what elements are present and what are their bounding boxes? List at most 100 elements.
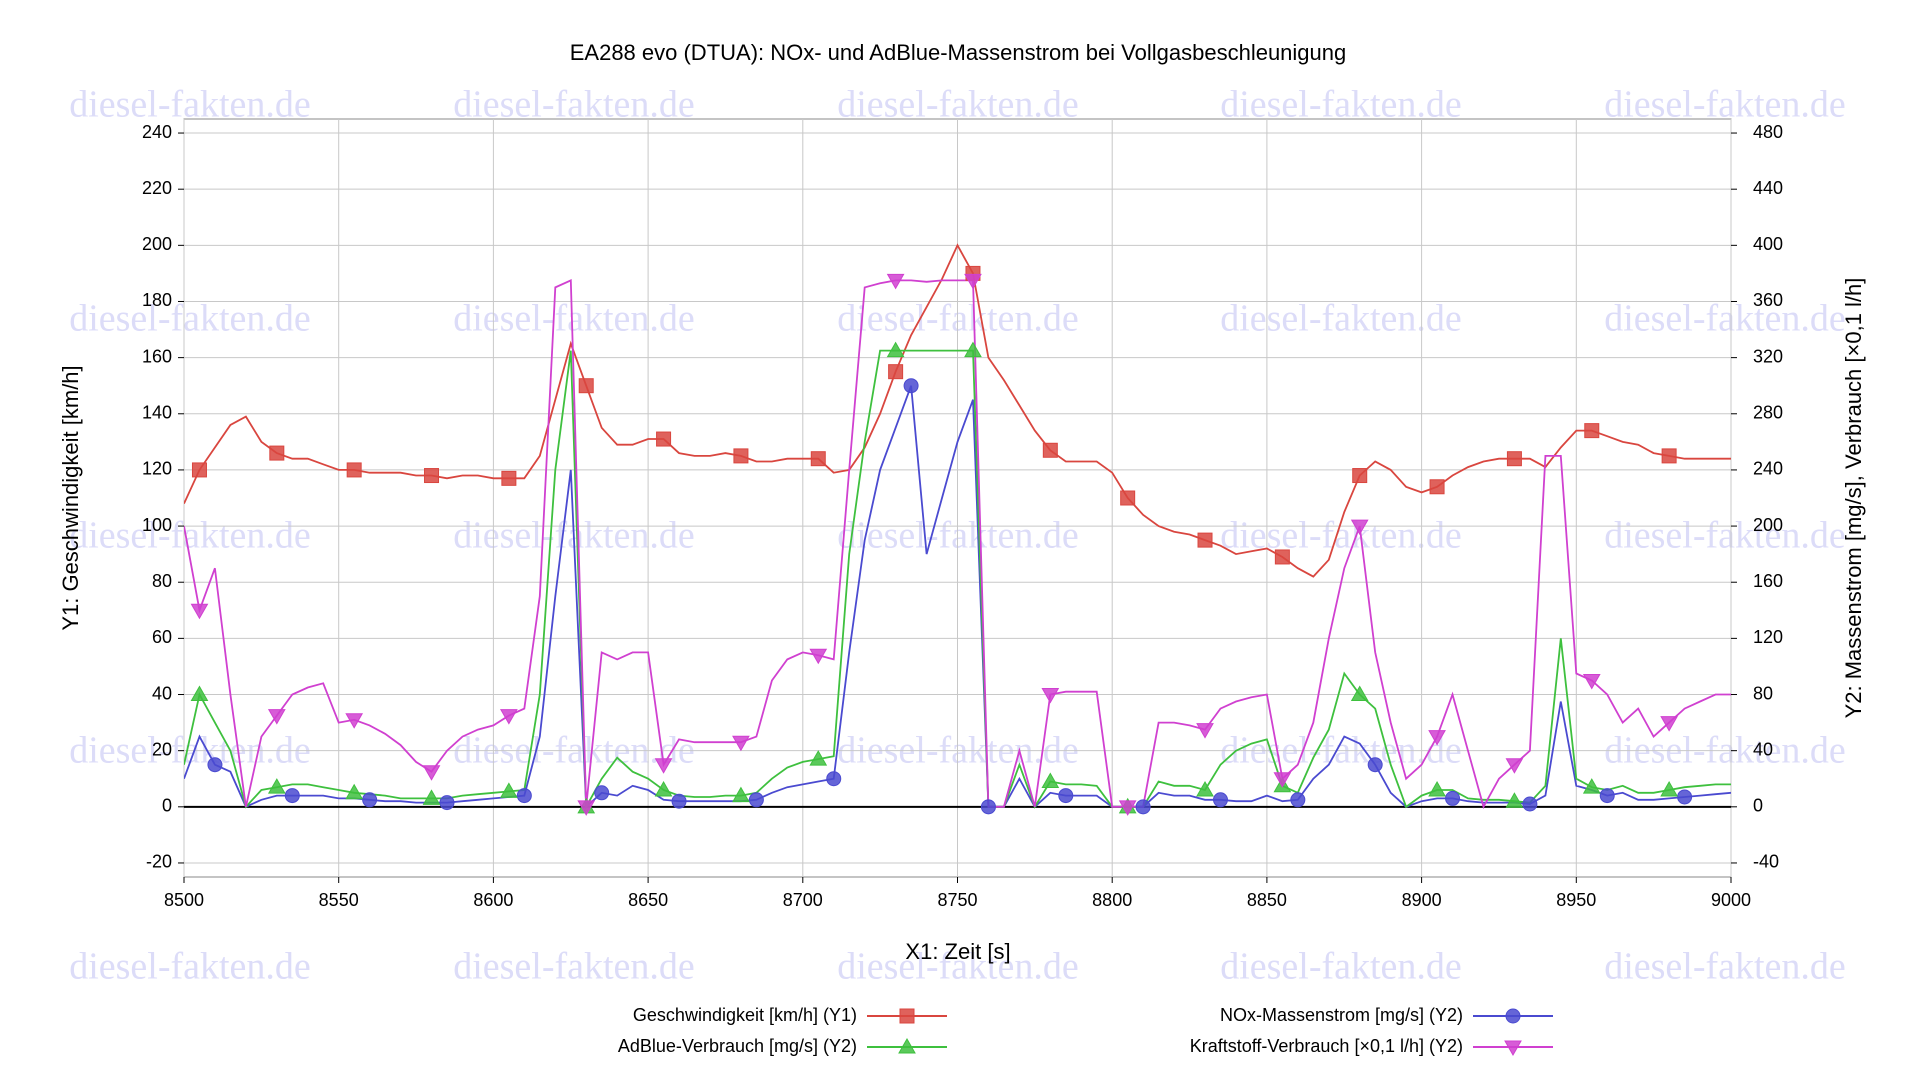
marker xyxy=(732,735,750,752)
chart-title: EA288 evo (DTUA): NOx- und AdBlue-Massen… xyxy=(570,40,1347,65)
legend-label: AdBlue-Verbrauch [mg/s] (Y2) xyxy=(618,1036,857,1056)
x-tick-label: 8850 xyxy=(1247,890,1287,910)
y-tick-label: 240 xyxy=(142,122,172,142)
marker xyxy=(826,771,842,787)
y2-tick-label: 80 xyxy=(1753,683,1773,703)
marker xyxy=(1584,423,1600,439)
legend-label: Geschwindigkeit [km/h] (Y1) xyxy=(633,1005,857,1025)
x-tick-label: 8950 xyxy=(1556,890,1596,910)
y2-tick-label: 40 xyxy=(1753,739,1773,759)
watermark: diesel-fakten.de xyxy=(69,298,311,340)
y2-tick-label: 480 xyxy=(1753,122,1783,142)
marker xyxy=(1212,792,1228,808)
series-line xyxy=(184,279,1731,810)
marker xyxy=(284,788,300,804)
y-tick-label: -20 xyxy=(146,852,172,872)
y-tick-label: 0 xyxy=(162,796,172,816)
marker xyxy=(1120,490,1136,506)
marker xyxy=(267,778,286,794)
y-tick-label: 160 xyxy=(142,346,172,366)
marker xyxy=(1350,685,1369,702)
marker xyxy=(1350,519,1369,536)
marker xyxy=(1290,792,1306,808)
marker xyxy=(964,341,982,358)
watermark: diesel-fakten.de xyxy=(69,84,311,126)
y2-tick-label: 160 xyxy=(1753,571,1783,591)
marker xyxy=(810,451,826,467)
marker xyxy=(886,341,905,358)
watermark: diesel-fakten.de xyxy=(1220,946,1462,988)
watermark: diesel-fakten.de xyxy=(1604,515,1846,557)
watermark: diesel-fakten.de xyxy=(453,298,695,340)
marker xyxy=(1505,758,1524,774)
marker xyxy=(1352,468,1368,484)
y-tick-label: 40 xyxy=(152,683,172,703)
y-tick-label: 200 xyxy=(142,234,172,254)
marker xyxy=(1505,1008,1521,1024)
watermark: diesel-fakten.de xyxy=(453,84,695,126)
marker xyxy=(501,470,517,486)
marker xyxy=(1661,448,1677,464)
marker xyxy=(1197,532,1213,548)
marker xyxy=(654,780,673,797)
y2-tick-label: 440 xyxy=(1753,178,1783,198)
marker xyxy=(898,1037,916,1054)
y-tick-label: 100 xyxy=(142,515,172,535)
x-tick-label: 9000 xyxy=(1711,890,1751,910)
watermark: diesel-fakten.de xyxy=(1220,84,1462,126)
marker xyxy=(1582,778,1601,794)
x-axis-label: X1: Zeit [s] xyxy=(905,939,1010,964)
y2-tick-label: 240 xyxy=(1753,459,1783,479)
y2-tick-label: -40 xyxy=(1753,852,1779,872)
watermark: diesel-fakten.de xyxy=(1604,298,1846,340)
marker xyxy=(903,378,919,394)
x-tick-label: 8900 xyxy=(1402,890,1442,910)
marker xyxy=(578,378,594,394)
marker xyxy=(1274,549,1290,565)
watermark: diesel-fakten.de xyxy=(1220,298,1462,340)
marker xyxy=(1058,788,1074,804)
y-tick-label: 80 xyxy=(152,571,172,591)
marker xyxy=(1273,772,1292,788)
marker xyxy=(1599,788,1615,804)
y2-tick-label: 0 xyxy=(1753,796,1763,816)
y-tick-label: 60 xyxy=(152,627,172,647)
y2-tick-label: 200 xyxy=(1753,515,1783,535)
marker xyxy=(345,713,364,729)
marker xyxy=(888,364,904,380)
x-tick-label: 8750 xyxy=(937,890,977,910)
marker xyxy=(269,445,285,461)
marker xyxy=(1660,716,1678,732)
marker xyxy=(346,462,362,478)
x-tick-label: 8550 xyxy=(319,890,359,910)
marker xyxy=(654,758,673,774)
watermark: diesel-fakten.de xyxy=(1604,84,1846,126)
marker xyxy=(267,709,286,725)
marker xyxy=(422,765,441,781)
marker xyxy=(733,448,749,464)
marker xyxy=(500,709,518,725)
marker xyxy=(1506,451,1522,467)
marker xyxy=(1367,757,1383,773)
marker xyxy=(748,792,764,808)
marker xyxy=(1041,688,1060,704)
marker xyxy=(1196,723,1214,739)
marker xyxy=(732,786,750,803)
x-tick-label: 8800 xyxy=(1092,890,1132,910)
x-tick-label: 8700 xyxy=(783,890,823,910)
marker xyxy=(1135,799,1151,815)
marker xyxy=(1677,789,1693,805)
marker xyxy=(1428,780,1446,797)
y-tick-label: 140 xyxy=(142,403,172,423)
marker xyxy=(500,782,518,798)
watermark: diesel-fakten.de xyxy=(1604,946,1846,988)
marker xyxy=(594,785,610,801)
x-tick-label: 8500 xyxy=(164,890,204,910)
watermark: diesel-fakten.de xyxy=(837,946,1079,988)
marker xyxy=(1505,792,1524,808)
marker xyxy=(1428,730,1446,746)
y2-tick-label: 120 xyxy=(1753,627,1783,647)
marker xyxy=(439,795,455,811)
x-tick-label: 8650 xyxy=(628,890,668,910)
